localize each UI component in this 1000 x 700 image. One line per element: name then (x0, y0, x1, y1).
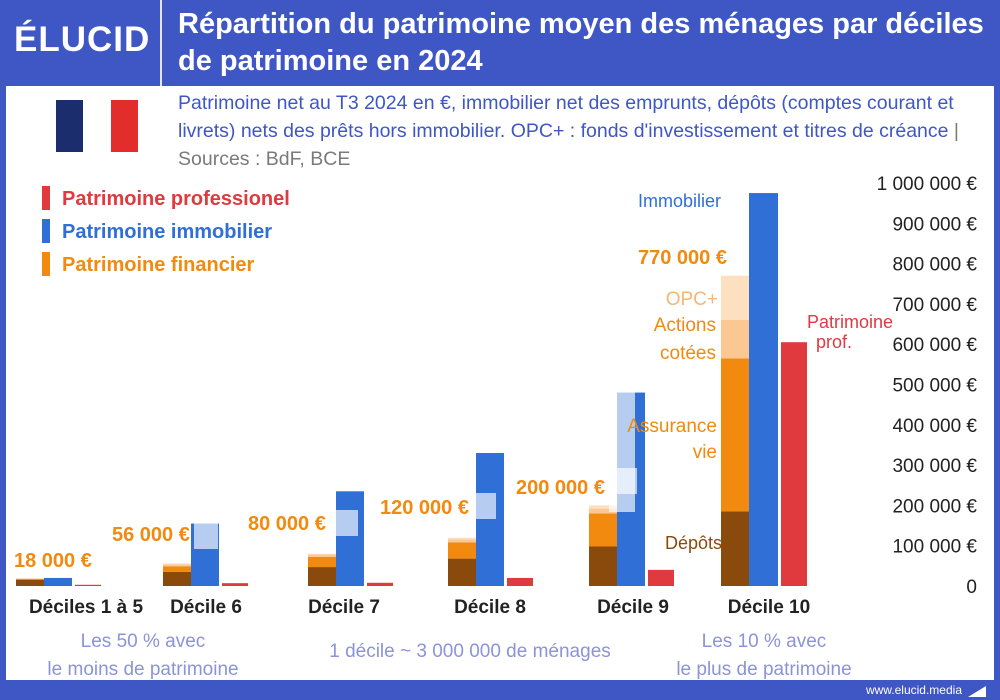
note-bottom-center: 1 décile ~ 3 000 000 de ménages (329, 641, 611, 662)
note-bottom-right: le plus de patrimoine (676, 659, 851, 680)
y-tick-label: 100 000 € (892, 537, 977, 558)
annotation-actions: Actions (654, 315, 716, 336)
x-category-label: Décile 7 (308, 597, 380, 618)
bar-immobilier (749, 193, 778, 586)
financial-total-label: 56 000 € (112, 524, 190, 546)
bar-depots (308, 567, 336, 586)
annotation-assurance-vie: Assurance (627, 416, 717, 437)
y-tick-label: 1 000 000 € (877, 174, 978, 195)
y-tick-label: 200 000 € (892, 496, 977, 517)
label-highlight (470, 493, 496, 519)
annotation-actions: cotées (660, 343, 716, 364)
y-tick-label: 900 000 € (892, 214, 977, 235)
bar-actions-cotees (448, 539, 476, 543)
bar-actions-cotees (163, 564, 191, 567)
bar-immobilier (44, 577, 72, 586)
bar-assurance-vie (721, 358, 749, 512)
chart-subtitle: Patrimoine net au T3 2024 en €, immobili… (178, 89, 990, 173)
subtitle-sources: Sources : BdF, BCE (178, 148, 351, 170)
x-category-label: Décile 9 (597, 597, 669, 618)
y-tick-label: 400 000 € (892, 416, 977, 437)
bar-professionnel (367, 582, 393, 586)
bar-professionnel (222, 583, 248, 586)
bar-depots (448, 558, 476, 586)
annotation-depots: Dépôts (665, 533, 722, 553)
bar-professionnel (781, 342, 807, 586)
note-bottom-right: Les 10 % avec (702, 631, 827, 652)
note-bottom-left: le moins de patrimoine (47, 659, 238, 680)
bar-actions-cotees (308, 554, 336, 557)
legend-label: Patrimoine professionel (62, 188, 290, 210)
annotation-opc: OPC+ (666, 289, 718, 310)
subtitle-separator: | (953, 120, 959, 142)
header-divider (160, 0, 162, 86)
label-highlight (332, 510, 358, 536)
financial-total-label: 200 000 € (516, 477, 605, 499)
y-tick-label: 500 000 € (892, 376, 977, 397)
bar-assurance-vie (16, 578, 44, 580)
france-flag-icon (56, 100, 138, 152)
bar-assurance-vie (308, 556, 336, 568)
legend-label: Patrimoine financier (62, 254, 254, 276)
financial-total-label: 120 000 € (380, 497, 469, 519)
x-category-label: Décile 6 (170, 597, 242, 618)
bar-opc (308, 553, 336, 555)
y-tick-label: 0 (966, 577, 977, 598)
legend-label: Patrimoine immobilier (62, 221, 272, 243)
bar-actions-cotees (589, 508, 617, 514)
bar-actions-cotees (721, 320, 749, 359)
header: ÉLUCID Répartition du patrimoine moyen d… (0, 0, 1000, 86)
bar-professionnel (648, 569, 674, 586)
note-bottom-left: Les 50 % avec (81, 631, 206, 652)
label-highlight (194, 523, 218, 549)
financial-total-label: 770 000 € (638, 247, 727, 269)
chart-title: Répartition du patrimoine moyen des ména… (178, 8, 984, 77)
bar-depots (589, 546, 617, 586)
bar-depots (721, 511, 749, 586)
bar-opc (163, 563, 191, 565)
stacked-bar-chart: 0 100 000 € 200 000 € 300 000 € 400 000 € 500… (14, 174, 978, 680)
y-tick-label: 300 000 € (892, 456, 977, 477)
legend-swatch (42, 252, 50, 276)
x-category-label: Décile 10 (728, 597, 810, 618)
label-highlight (609, 384, 635, 512)
bar-professionnel (75, 584, 101, 586)
bar-depots (16, 579, 44, 586)
annotation-professionnel: Patrimoine (807, 312, 893, 332)
bar-professionnel (507, 577, 533, 586)
legend-swatch (42, 219, 50, 243)
y-tick-label: 600 000 € (892, 335, 977, 356)
elucid-logo: ÉLUCID (14, 20, 151, 59)
website-url[interactable]: www.elucid.media (865, 683, 962, 697)
bar-immobilier (336, 491, 364, 586)
bar-opc (448, 537, 476, 540)
elucid-mark-icon (968, 686, 986, 697)
x-category-label: Décile 8 (454, 597, 526, 618)
annotation-professionnel: prof. (816, 332, 852, 352)
legend-swatch (42, 186, 50, 210)
bar-opc (721, 275, 749, 321)
bar-depots (163, 571, 191, 586)
y-tick-label: 800 000 € (892, 255, 977, 276)
subtitle-text: Patrimoine net au T3 2024 en €, immobili… (178, 92, 954, 142)
x-category-label: Déciles 1 à 5 (29, 597, 144, 618)
bar-assurance-vie (589, 513, 617, 547)
y-tick-label: 700 000 € (892, 295, 977, 316)
bar-assurance-vie (163, 566, 191, 572)
chart-panel: Patrimoine net au T3 2024 en €, immobili… (6, 86, 994, 680)
bar-opc (589, 505, 617, 509)
annotation-assurance-vie: vie (693, 442, 717, 463)
financial-total-label: 18 000 € (14, 550, 92, 572)
bar-immobilier (476, 453, 504, 586)
financial-total-label: 80 000 € (248, 513, 326, 535)
bar-assurance-vie (448, 542, 476, 559)
annotation-immobilier: Immobilier (638, 191, 721, 211)
